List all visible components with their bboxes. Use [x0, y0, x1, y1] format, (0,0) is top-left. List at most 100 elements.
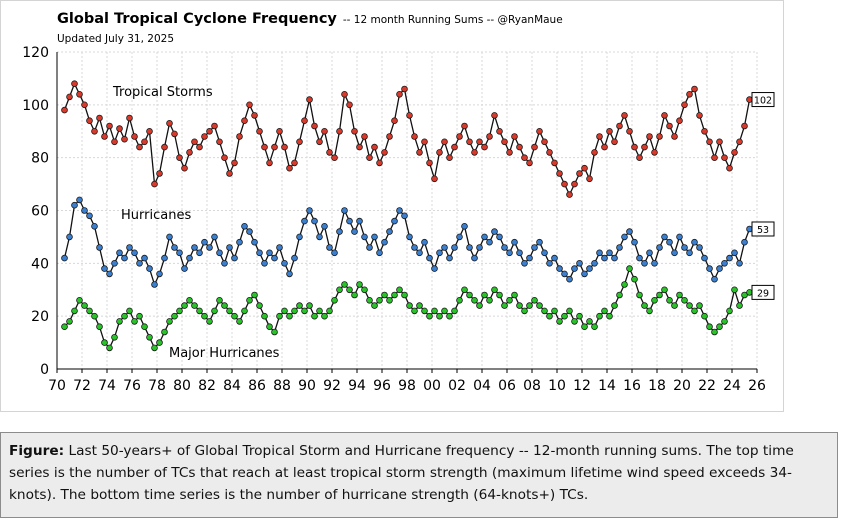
y-tick-label: 120 [22, 45, 49, 61]
major-hurricanes-point [411, 307, 418, 315]
hurricanes-point [281, 259, 288, 267]
hurricanes-point [616, 244, 623, 251]
hurricanes-point [456, 233, 463, 241]
major-hurricanes-point [306, 302, 313, 309]
major-hurricanes-point [281, 307, 288, 315]
tropical-storms-point [121, 135, 128, 143]
major-hurricanes-point [226, 307, 233, 315]
hurricanes-point [196, 249, 203, 257]
tropical-storms-point [311, 122, 318, 130]
hurricanes-point [296, 233, 303, 241]
tropical-storms-point [726, 164, 733, 172]
major-hurricanes-point [66, 318, 73, 325]
caption-label: Figure: [9, 443, 65, 459]
major-hurricanes-point [646, 307, 653, 315]
chart-svg: Global Tropical Cyclone Frequency -- 12 m… [22, 11, 775, 394]
x-tick-label: 98 [398, 378, 416, 394]
major-hurricanes-point [571, 318, 578, 325]
tropical-storms-point [256, 128, 263, 135]
tropical-storms-point [701, 128, 708, 135]
tropical-storms-point [316, 138, 323, 146]
hurricanes-point [431, 265, 438, 272]
tropical-storms-point [471, 149, 478, 156]
major-hurricanes-point [101, 339, 108, 346]
tropical-storms-point [116, 125, 123, 132]
hurricanes-point [386, 228, 393, 235]
major-hurricanes-point [196, 307, 203, 315]
x-tick-label: 84 [223, 378, 241, 394]
hurricanes-point [361, 233, 368, 241]
major-hurricanes-point [221, 302, 228, 309]
x-tick-label: 92 [323, 378, 341, 394]
tropical-storms-point [386, 133, 393, 140]
hurricanes-point [521, 259, 528, 267]
hurricanes-point [626, 228, 633, 235]
major-hurricanes-point [81, 302, 88, 309]
major-hurricanes-point [426, 312, 433, 320]
major-hurricanes-point [141, 323, 148, 331]
tropical-storms-point [581, 164, 588, 172]
major-hurricanes-point [731, 286, 738, 294]
tropical-storms-point [391, 117, 398, 124]
hurricanes-point [726, 254, 733, 262]
major-hurricanes-point [116, 318, 123, 325]
tropical-storms-point [526, 159, 533, 167]
major-hurricanes-point [211, 307, 218, 315]
hurricanes-point [516, 249, 523, 257]
major-hurricanes-point [286, 312, 293, 320]
hurricanes-point [701, 254, 708, 262]
hurricanes-point [471, 254, 478, 262]
tropical-storms-point [351, 128, 358, 135]
x-tick-label: 88 [273, 378, 291, 394]
hurricanes-point [721, 259, 728, 267]
hurricanes-point [256, 249, 263, 257]
hurricanes-point [211, 233, 218, 241]
tropical-storms-point [676, 117, 683, 124]
major-hurricanes-point [446, 312, 453, 320]
hurricanes-point [736, 259, 743, 267]
tropical-storms-point [516, 143, 523, 151]
major-hurricanes-point [376, 296, 383, 304]
x-tick-label: 22 [698, 378, 716, 394]
chart-subtitle: -- 12 month Running Sums -- @RyanMaue [343, 14, 563, 26]
major-hurricanes-point [416, 302, 423, 309]
tropical-storms-point [616, 122, 623, 130]
hurricanes-point [316, 233, 323, 241]
hurricanes-point [381, 238, 388, 246]
tropical-storms-point [331, 154, 338, 162]
hurricanes-point [366, 244, 373, 251]
hurricanes-point [91, 223, 98, 230]
hurricanes-point [416, 249, 423, 257]
major-hurricanes-point [541, 307, 548, 315]
tropical-storms-point [126, 114, 133, 122]
major-hurricanes-point [321, 312, 328, 320]
tropical-storms-point [531, 143, 538, 151]
hurricanes-point [666, 238, 673, 246]
hurricanes-point [661, 233, 668, 241]
major-hurricanes-point [386, 296, 393, 304]
hurricanes-point [451, 244, 458, 251]
x-tick-label: 04 [473, 378, 491, 394]
tropical-storms-point [561, 180, 568, 188]
tropical-storms-point [536, 128, 543, 135]
major-hurricanes-point [271, 328, 278, 336]
major-hurricanes-point [421, 307, 428, 315]
tropical-storms-point [601, 143, 608, 151]
tropical-storms-point [481, 143, 488, 151]
tropical-storms-point [511, 133, 518, 140]
hurricanes-point [306, 207, 313, 214]
major-hurricanes-point [536, 302, 543, 309]
tropical-storms-point [66, 93, 73, 101]
tropical-storms-point [396, 91, 403, 98]
x-tick-label: 74 [98, 378, 116, 394]
tropical-storms-point [291, 159, 298, 167]
hurricanes-point [406, 233, 413, 241]
x-tick-label: 94 [348, 378, 366, 394]
tropical-storms-point [246, 101, 253, 109]
tropical-storms-end-label: 102 [754, 96, 772, 107]
x-tick-label: 06 [498, 378, 516, 394]
hurricanes-point [636, 254, 643, 262]
hurricanes-point [156, 270, 163, 278]
tropical-storms-point [201, 133, 208, 140]
x-tick-label: 16 [623, 378, 641, 394]
